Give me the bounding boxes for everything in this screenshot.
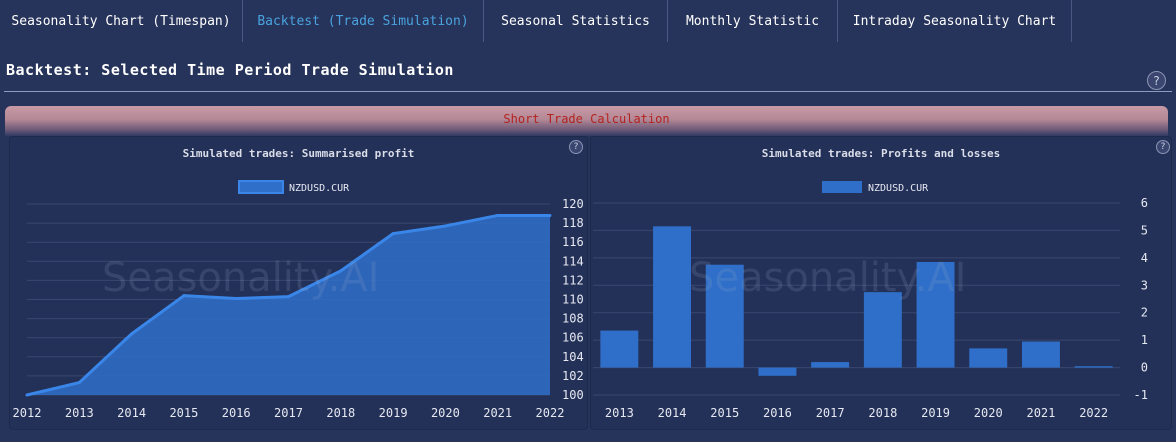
data-point bbox=[339, 269, 343, 273]
data-point bbox=[77, 381, 81, 385]
profits-losses-chart: NZDUSD.CUR -1 0 1 2 3 4 5 6 2013 2014 2015 2016 2017 2… bbox=[593, 181, 1148, 420]
y-tick-label: -1 bbox=[1134, 388, 1148, 402]
x-tick-label: 2022 bbox=[536, 406, 565, 420]
x-tick-label: 2016 bbox=[222, 406, 251, 420]
data-point bbox=[496, 213, 500, 217]
tab-seasonality-chart[interactable]: Seasonality Chart (Timespan) bbox=[0, 0, 243, 42]
y-tick-label: 2 bbox=[1141, 306, 1148, 320]
y-tick-label: 3 bbox=[1141, 278, 1148, 292]
data-point bbox=[182, 294, 186, 298]
bar bbox=[705, 264, 744, 368]
legend-label: NZDUSD.CUR bbox=[868, 183, 929, 194]
y-tick-label: 114 bbox=[562, 254, 584, 268]
x-tick-label: 2018 bbox=[326, 406, 355, 420]
data-point bbox=[287, 295, 290, 299]
divider bbox=[4, 91, 1172, 92]
x-tick-label: 2013 bbox=[605, 406, 634, 420]
x-tick-label: 2014 bbox=[117, 406, 146, 420]
bar bbox=[653, 226, 692, 368]
trade-direction-banner: Short Trade Calculation bbox=[5, 106, 1168, 136]
x-tick-label: 2019 bbox=[379, 406, 408, 420]
bar bbox=[1021, 341, 1060, 368]
x-tick-label: 2015 bbox=[169, 406, 198, 420]
y-tick-label: 0 bbox=[1141, 361, 1148, 375]
help-icon[interactable]: ? bbox=[1147, 71, 1166, 90]
tab-bar: Seasonality Chart (Timespan) Backtest (T… bbox=[0, 0, 1176, 42]
y-tick-label: 104 bbox=[562, 350, 584, 364]
bar bbox=[969, 348, 1008, 368]
tab-intraday-seasonality[interactable]: Intraday Seasonality Chart bbox=[838, 0, 1072, 42]
bar bbox=[758, 367, 797, 376]
x-tick-label: 2016 bbox=[763, 406, 792, 420]
y-tick-label: 4 bbox=[1141, 251, 1148, 265]
y-tick-label: 5 bbox=[1141, 223, 1148, 237]
data-point bbox=[548, 213, 552, 217]
legend-swatch bbox=[238, 180, 284, 194]
bar bbox=[600, 330, 639, 368]
series-area bbox=[27, 215, 550, 395]
x-tick-label: 2018 bbox=[868, 406, 897, 420]
data-point bbox=[443, 224, 447, 228]
data-point bbox=[25, 393, 29, 397]
y-tick-label: 102 bbox=[562, 369, 584, 383]
section-title: Backtest: Selected Time Period Trade Sim… bbox=[6, 61, 454, 79]
tab-backtest[interactable]: Backtest (Trade Simulation) bbox=[243, 0, 484, 42]
banner-label: Short Trade Calculation bbox=[503, 112, 670, 126]
x-tick-label: 2021 bbox=[1026, 406, 1055, 420]
y-tick-label: 106 bbox=[562, 331, 584, 345]
legend-swatch bbox=[822, 181, 862, 193]
data-point bbox=[234, 297, 238, 301]
summarised-profit-panel: Simulated trades: Summarised profit ? Se… bbox=[9, 136, 588, 430]
y-tick-label: 1 bbox=[1141, 333, 1148, 347]
bar bbox=[863, 292, 902, 368]
y-tick-label: 100 bbox=[562, 388, 584, 402]
y-tick-label: 118 bbox=[562, 216, 584, 230]
x-tick-label: 2017 bbox=[274, 406, 303, 420]
chart-title: Simulated trades: Profits and losses bbox=[761, 147, 1001, 160]
x-tick-label: 2015 bbox=[710, 406, 739, 420]
tab-seasonal-statistics[interactable]: Seasonal Statistics bbox=[484, 0, 668, 42]
y-tick-label: 108 bbox=[562, 312, 584, 326]
bar bbox=[1074, 366, 1113, 368]
data-point bbox=[391, 232, 395, 236]
x-tick-label: 2014 bbox=[658, 406, 687, 420]
x-tick-label: 2020 bbox=[974, 406, 1003, 420]
help-icon[interactable]: ? bbox=[1156, 140, 1170, 154]
legend-label: NZDUSD.CUR bbox=[289, 183, 350, 194]
y-tick-label: 120 bbox=[562, 197, 584, 211]
data-point bbox=[130, 332, 134, 336]
x-tick-label: 2012 bbox=[13, 406, 42, 420]
chart-title: Simulated trades: Summarised profit bbox=[182, 147, 415, 160]
x-tick-label: 2017 bbox=[816, 406, 845, 420]
tab-monthly-statistic[interactable]: Monthly Statistic bbox=[668, 0, 838, 42]
bar bbox=[811, 362, 850, 368]
y-tick-label: 6 bbox=[1141, 196, 1148, 210]
x-tick-label: 2022 bbox=[1079, 406, 1108, 420]
bar bbox=[916, 261, 955, 368]
x-tick-label: 2021 bbox=[483, 406, 512, 420]
x-tick-label: 2019 bbox=[921, 406, 950, 420]
x-tick-label: 2013 bbox=[65, 406, 94, 420]
y-tick-label: 116 bbox=[562, 235, 584, 249]
help-icon[interactable]: ? bbox=[569, 140, 583, 154]
y-tick-label: 110 bbox=[562, 293, 584, 307]
summarised-profit-chart: NZDUSD.CUR 100 102 104 106 108 110 112 114 116 118… bbox=[13, 180, 584, 420]
x-tick-label: 2020 bbox=[431, 406, 460, 420]
y-tick-label: 112 bbox=[562, 273, 584, 287]
profits-losses-panel: Simulated trades: Profits and losses ? S… bbox=[590, 136, 1172, 430]
